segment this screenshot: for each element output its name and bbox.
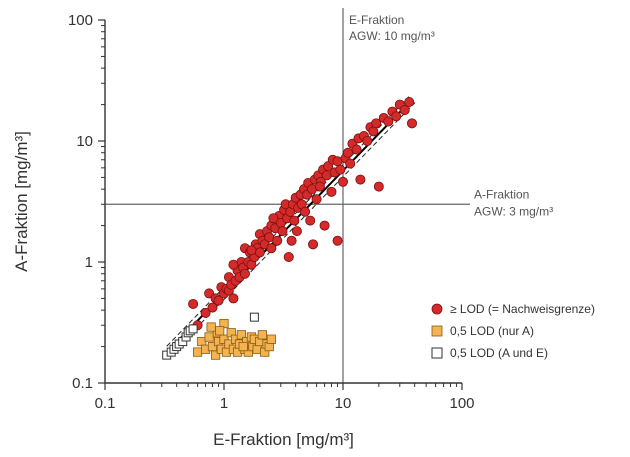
data-point-half-lod-a: [266, 334, 276, 344]
data-point-half-lod-a: [238, 341, 248, 352]
data-points: [162, 97, 417, 360]
data-point-lod: [207, 302, 218, 313]
data-point-lod: [391, 111, 402, 122]
x-tick-label: 10: [335, 395, 352, 412]
legend-label: 0,5 LOD (nur A): [450, 324, 534, 338]
data-point-lod: [228, 293, 239, 304]
data-point-half-lod-a: [211, 350, 221, 360]
legend: ≥ LOD (= Nachweisgrenze) 0,5 LOD (nur A) 0…: [431, 302, 595, 360]
data-point-lod: [351, 144, 362, 155]
data-point-lod: [300, 206, 311, 217]
data-point-lod: [266, 243, 277, 254]
data-point-lod: [283, 251, 294, 262]
data-point-lod: [286, 235, 297, 246]
data-point-half-lod-a: [252, 344, 262, 354]
data-point-half-lod-a: [206, 322, 216, 332]
x-tick-label: 0.1: [95, 395, 116, 412]
x-tick-label: 1: [220, 395, 228, 412]
data-point-lod: [289, 215, 300, 226]
data-point-lod: [355, 174, 366, 185]
legend-label: ≥ LOD (= Nachweisgrenze): [450, 302, 595, 316]
data-point-lod: [337, 176, 348, 187]
data-point-lod: [314, 181, 325, 192]
data-point-lod: [200, 307, 211, 318]
data-point-lod: [373, 181, 384, 192]
y-tick-label: 10: [76, 133, 93, 150]
data-point-lod: [311, 194, 322, 205]
y-tick-label: 100: [68, 12, 93, 29]
x-axis-title: E-Fraktion [mg/m³]: [213, 430, 354, 449]
legend-marker-lod: [431, 303, 443, 315]
data-point-lod: [305, 215, 316, 226]
data-point-lod: [319, 220, 330, 231]
legend-marker-half-lod-a-e: [431, 347, 443, 359]
reference-label-e-agw: AGW: 10 mg/m³: [349, 29, 435, 43]
data-point-lod: [254, 247, 265, 258]
data-point-half-lod-a: [192, 347, 203, 357]
data-point-lod: [326, 186, 337, 197]
data-point-lod: [291, 226, 302, 237]
data-point-lod: [399, 105, 410, 116]
data-point-lod: [272, 235, 283, 246]
reference-label-e-fraktion: E-Fraktion: [349, 13, 404, 27]
data-point-lod: [239, 268, 250, 279]
data-point-lod: [362, 135, 373, 146]
data-point-lod: [332, 235, 343, 246]
y-tick-label: 0.1: [72, 375, 93, 392]
data-point-half-lod-a: [215, 326, 225, 336]
data-point-half-lod-a: [236, 330, 246, 340]
reference-lines: E-Fraktion AGW: 10 mg/m³ A-Fraktion AGW: 3 …: [105, 8, 553, 383]
data-point-lod: [371, 118, 382, 129]
data-point-lod: [345, 158, 356, 169]
reference-label-a-fraktion: A-Fraktion: [474, 187, 529, 201]
data-point-lod: [383, 116, 394, 127]
axis-labels: 0.10.1 1 1 10 10 100 100 E-Fraktion [mg/m³] A-Fr…: [12, 12, 475, 449]
data-point-lod: [188, 298, 199, 309]
data-point-lod: [335, 164, 346, 175]
y-axis-title: A-Fraktion [mg/m³]: [12, 131, 31, 272]
data-point-lod: [404, 97, 415, 108]
data-point-half-lod-a-e: [249, 312, 259, 322]
data-point-half-lod-a: [204, 332, 214, 342]
reference-label-a-agw: AGW: 3 mg/m³: [474, 204, 553, 218]
data-point-half-lod-a-e: [188, 324, 198, 334]
data-point-lod: [406, 118, 417, 129]
legend-marker-half-lod-a: [431, 325, 443, 337]
legend-label: 0,5 LOD (A und E): [450, 346, 548, 360]
data-point-lod: [308, 239, 319, 250]
data-point-half-lod-a: [243, 347, 253, 357]
data-point-half-lod-a: [257, 330, 267, 340]
data-point-lod: [268, 213, 279, 224]
x-tick-label: 100: [449, 395, 474, 412]
data-point-lod: [277, 226, 288, 237]
y-tick-label: 1: [85, 254, 93, 271]
data-point-lod: [213, 295, 224, 306]
data-point-lod: [228, 259, 239, 270]
axes: [98, 19, 463, 390]
data-point-lod: [246, 245, 257, 256]
data-point-lod: [342, 147, 353, 158]
